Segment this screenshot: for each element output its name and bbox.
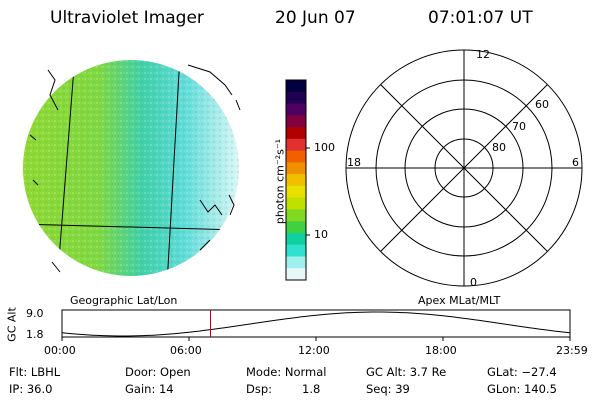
mlt-label-12: 12 [476,48,490,61]
colorbar-segment [286,197,306,210]
observation-date: 20 Jun 07 [275,8,356,28]
mode-info: Mode: Normal [246,365,327,379]
colorbar-segment [286,221,306,234]
altitude-strip [61,309,571,341]
glon-info: GLon: 140.5 [487,382,557,396]
colorbar-segment [286,150,306,163]
colorbar-segment [286,91,306,105]
colorbar-tick-label-100: 100 [314,141,335,154]
colorbar-unit-label: photon cm⁻²s⁻¹ [273,138,287,225]
polar-plot [345,49,583,287]
gc-alt-info: GC Alt: 3.7 Re [366,365,447,379]
colorbar-segment [286,209,306,222]
colorbar-segment [286,80,306,93]
xtick-label-0000: 00:00 [44,344,76,357]
colorbar-frame [285,79,307,281]
ip-info: IP: 36.0 [9,382,53,396]
mlat-label-70: 70 [512,120,526,133]
auroral-image-disk [23,60,241,276]
geographic-caption: Geographic Lat/Lon [70,294,178,307]
mlt-label-18: 18 [347,156,361,169]
colorbar-segment [286,174,306,187]
colorbar-segment [286,232,306,246]
colorbar-segment [286,127,306,140]
colorbar-segment [286,115,306,128]
ytick-label-1-8: 1.8 [26,328,44,341]
xtick-label-0600: 06:00 [170,344,202,357]
door-info: Door: Open [125,365,191,379]
colorbar-tick-label-10: 10 [314,228,328,241]
glat-info: GLat: −27.4 [487,365,557,379]
mlt-label-0: 0 [470,276,477,289]
xtick-label-1200: 12:00 [298,344,330,357]
colorbar-segment [286,138,306,152]
gc-alt-axis-label: GC Alt [5,307,19,342]
colorbar-segment [286,162,306,175]
mlt-label-6: 6 [572,156,579,169]
dsp-value: 1.8 [302,382,321,396]
mlat-label-60: 60 [535,98,549,111]
gain-info: Gain: 14 [125,382,174,396]
seq-info: Seq: 39 [366,382,410,396]
apex-caption: Apex MLat/MLT [418,294,501,307]
colorbar-segment [286,185,306,199]
observation-time: 07:01:07 UT [428,8,533,28]
ytick-label-9: 9.0 [26,307,44,320]
colorbar-segment [286,103,306,116]
filter-info: Flt: LBHL [9,365,61,379]
altitude-curve [61,311,571,337]
mlat-label-80: 80 [492,141,506,154]
dsp-label: Dsp: [246,382,273,396]
colorbar-segment [286,268,306,281]
colorbar-segment [286,244,306,257]
instrument-title: Ultraviolet Imager [50,8,204,28]
xtick-label-1800: 18:00 [425,344,457,357]
colorbar [286,80,306,281]
colorbar-segment [286,256,306,269]
xtick-label-2359: 23:59 [556,344,588,357]
